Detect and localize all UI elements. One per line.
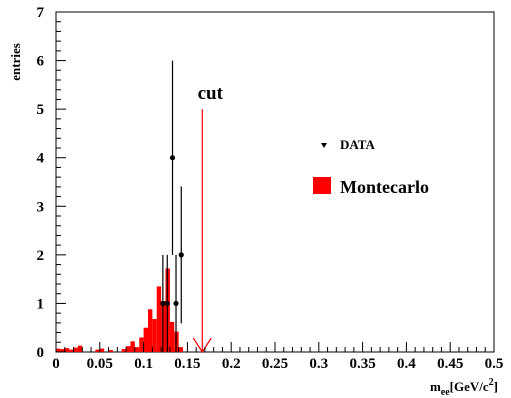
cut-arrowhead bbox=[192, 337, 212, 354]
montecarlo-bar bbox=[147, 309, 153, 352]
legend-montecarlo-swatch bbox=[313, 177, 331, 194]
legend: DATA Montecarlo bbox=[313, 137, 429, 197]
montecarlo-bar bbox=[121, 349, 127, 352]
y-tick-label: 3 bbox=[37, 199, 45, 215]
x-tick-label: 0.1 bbox=[134, 356, 153, 372]
y-tick-label: 0 bbox=[37, 345, 45, 361]
x-tick-label: 0.25 bbox=[262, 356, 288, 372]
x-tick-label: 0.3 bbox=[309, 356, 328, 372]
montecarlo-bar bbox=[73, 347, 78, 352]
montecarlo-bar bbox=[99, 348, 105, 352]
montecarlo-bar bbox=[64, 348, 70, 352]
x-tick-label: 0.5 bbox=[485, 356, 504, 372]
x-axis-ticks: 0 0.05 0.1 0.15 0.2 0.25 0.3 0.35 0.4 0.45 0.5 bbox=[52, 342, 503, 372]
montecarlo-bar bbox=[178, 347, 184, 352]
montecarlo-bar bbox=[169, 321, 175, 352]
montecarlo-bars bbox=[56, 268, 184, 352]
data-point bbox=[169, 155, 176, 161]
data-point bbox=[160, 300, 166, 307]
y-tick-label: 5 bbox=[37, 102, 45, 118]
x-tick-label: 0 bbox=[52, 356, 60, 372]
data-point bbox=[173, 300, 179, 307]
legend-data-label: DATA bbox=[340, 137, 376, 152]
data-point bbox=[178, 252, 184, 258]
y-tick-label: 7 bbox=[37, 5, 45, 21]
montecarlo-bar bbox=[69, 349, 74, 352]
x-tick-label: 0.15 bbox=[174, 356, 200, 372]
x-tick-label: 0.45 bbox=[437, 356, 463, 372]
y-tick-label: 2 bbox=[37, 248, 45, 264]
montecarlo-bar bbox=[139, 337, 144, 352]
legend-montecarlo-label: Montecarlo bbox=[340, 177, 429, 197]
montecarlo-bar bbox=[156, 286, 162, 352]
montecarlo-bar bbox=[152, 318, 157, 352]
y-axis-label: entries bbox=[8, 43, 23, 81]
y-axis-ticks: 0 1 2 3 4 5 6 7 bbox=[37, 5, 66, 361]
montecarlo-bar bbox=[56, 348, 61, 352]
montecarlo-bar bbox=[95, 349, 100, 352]
y-tick-label: 1 bbox=[37, 296, 45, 312]
cut-label: cut bbox=[198, 83, 224, 104]
x-axis-label: mee[GeV/c2] bbox=[430, 377, 498, 398]
cut-annotation: cut bbox=[192, 83, 224, 354]
x-tick-label: 0.35 bbox=[349, 356, 375, 372]
x-tick-label: 0.4 bbox=[397, 356, 416, 372]
data-points bbox=[160, 60, 184, 352]
data-point bbox=[164, 300, 170, 307]
montecarlo-bar bbox=[126, 346, 131, 352]
montecarlo-bar bbox=[60, 349, 65, 352]
montecarlo-bar bbox=[143, 327, 148, 352]
x-tick-label: 0.05 bbox=[87, 356, 113, 372]
y-tick-label: 6 bbox=[37, 54, 45, 70]
montecarlo-bar bbox=[108, 350, 113, 352]
x-tick-label: 0.2 bbox=[222, 356, 241, 372]
montecarlo-bar bbox=[130, 341, 135, 352]
y-tick-label: 4 bbox=[37, 151, 45, 167]
montecarlo-bar bbox=[77, 345, 83, 352]
montecarlo-bar bbox=[134, 347, 140, 352]
legend-data-marker bbox=[321, 143, 327, 148]
